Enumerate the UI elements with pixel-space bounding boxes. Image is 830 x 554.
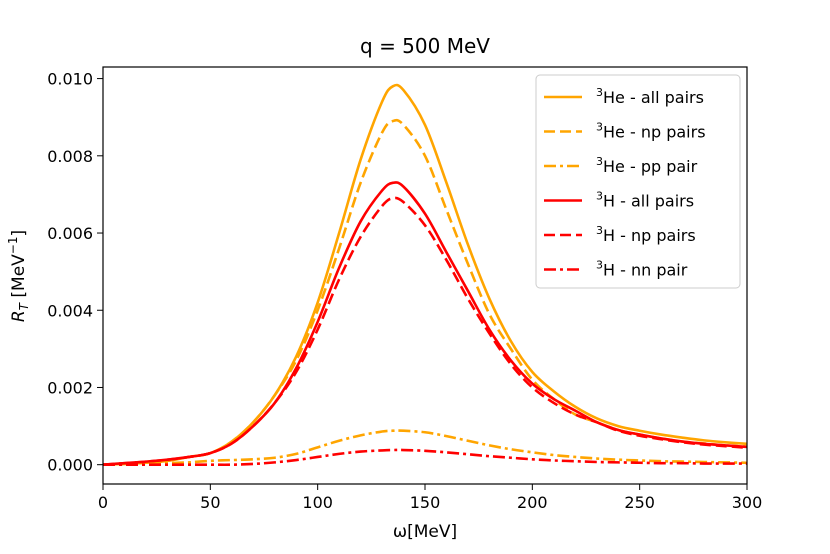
y-axis-label-unit-open: [MeV	[9, 254, 29, 303]
series-layer	[102, 83, 748, 467]
series-line-2	[102, 429, 748, 466]
legend-label-superscript: 3	[596, 155, 603, 168]
y-axis-label-sub: T	[17, 301, 31, 310]
legend-label-text: He - all pairs	[603, 88, 704, 107]
y-tick-label: 0.004	[47, 301, 93, 320]
y-axis-label-unit-close: ]	[9, 230, 29, 237]
legend-label-text: He - np pairs	[603, 123, 706, 142]
legend-label-0: 3He - all pairs	[596, 86, 704, 107]
y-tick-label: 0.006	[47, 224, 93, 243]
y-tick-label: 0.002	[47, 378, 93, 397]
y-tick-label: 0.008	[47, 147, 93, 166]
legend-label-3: 3H - all pairs	[596, 190, 694, 211]
y-tick-label: 0.000	[47, 456, 93, 475]
legend-label-1: 3He - np pairs	[596, 121, 706, 142]
legend-label-text: H - nn pair	[603, 261, 688, 280]
chart-title: q = 500 MeV	[360, 34, 490, 58]
x-tick-label: 0	[98, 493, 108, 512]
legend-label-2: 3He - pp pair	[596, 155, 698, 176]
legend-label-superscript: 3	[596, 86, 603, 99]
legend-label-superscript: 3	[596, 224, 603, 237]
legend-label-text: He - pp pair	[603, 157, 698, 176]
x-tick-label: 150	[410, 493, 441, 512]
x-tick-label: 250	[624, 493, 655, 512]
y-axis-label-main: R	[9, 310, 29, 322]
y-axis-label-unit-exp: −1	[6, 236, 20, 254]
legend-label-superscript: 3	[596, 121, 603, 134]
legend-label-superscript: 3	[596, 190, 603, 203]
x-tick-label: 300	[732, 493, 763, 512]
y-axis: 0.000 0.002 0.004 0.006 0.008 0.010	[47, 70, 103, 475]
x-tick-label: 50	[200, 493, 220, 512]
x-axis-label: ω[MeV]	[393, 522, 457, 542]
x-axis: 0 50 100 150 200 250 300	[98, 484, 762, 512]
legend-label-text: H - all pairs	[603, 192, 694, 211]
y-tick-label: 0.010	[47, 70, 93, 89]
series-line-4	[102, 196, 748, 466]
legend-label-4: 3H - np pairs	[596, 224, 696, 245]
legend-label-5: 3H - nn pair	[596, 259, 688, 280]
x-tick-label: 200	[517, 493, 548, 512]
legend-label-superscript: 3	[596, 259, 603, 272]
legend-box	[535, 74, 741, 289]
y-axis-label: RT [MeV−1]	[6, 230, 31, 322]
x-tick-label: 100	[302, 493, 333, 512]
legend-label-text: H - np pairs	[603, 226, 696, 245]
series-line-5	[103, 448, 747, 467]
